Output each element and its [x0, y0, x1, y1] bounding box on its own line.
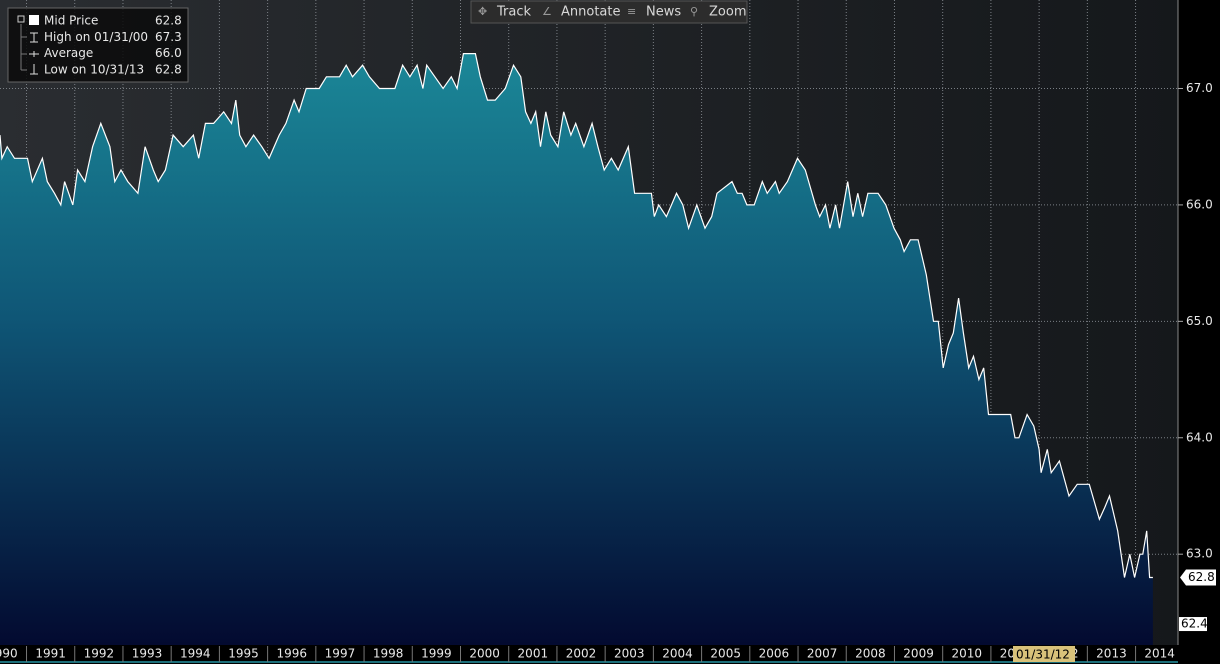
y-tick-label: 67.0: [1186, 81, 1213, 95]
toolbar-button[interactable]: Track: [496, 5, 531, 20]
x-tick-label: 2004: [662, 647, 693, 661]
series-swatch: [29, 15, 39, 25]
average-icon: [29, 51, 39, 57]
x-tick-label: 2014: [1144, 647, 1175, 661]
x-tick-label: 1996: [276, 647, 307, 661]
x-tick-label: 2003: [614, 647, 645, 661]
tree-lines: [20, 24, 27, 71]
toolbar-button[interactable]: Zoom: [709, 5, 746, 20]
y-axis-bar: [1178, 0, 1220, 664]
legend-label: High on 01/31/00: [44, 30, 148, 44]
x-tick-label: 2002: [566, 647, 597, 661]
toolbar-frame: [470, 0, 748, 24]
y-tick-label: 64.0: [1186, 430, 1213, 444]
legend-value: 62.8: [155, 62, 182, 76]
crosshair-box: [1013, 646, 1075, 662]
toolbar-button[interactable]: News: [646, 5, 681, 20]
toolbar-icon: ≡: [627, 5, 636, 18]
x-tick-label: 1991: [35, 647, 66, 661]
area-fill: [0, 53, 1153, 645]
price-line: [0, 53, 1153, 579]
toolbar-button[interactable]: Annotate: [561, 5, 620, 20]
legend-label: Average: [44, 46, 93, 60]
x-tick-label: 2000: [469, 647, 500, 661]
toolbar-icon: ⚲: [690, 5, 698, 18]
x-tick-label: 1999: [421, 647, 452, 661]
x-tick-label: 1994: [180, 647, 211, 661]
high-icon: [30, 32, 38, 43]
x-tick-label: 1992: [84, 647, 115, 661]
x-tick-label: 2009: [903, 647, 934, 661]
x-tick-label: 1993: [132, 647, 163, 661]
toolbar-icon: ✥: [478, 5, 487, 18]
legend-label: Low on 10/31/13: [44, 62, 144, 76]
x-tick-label: 1998: [373, 647, 404, 661]
x-tick-label: 2008: [855, 647, 886, 661]
axis-low-box: [1179, 617, 1207, 632]
y-tick-label: 66.0: [1186, 197, 1213, 211]
last-value-label: 62.8: [1188, 570, 1215, 584]
legend-value: 62.8: [155, 14, 182, 28]
legend-value: 66.0: [155, 46, 182, 60]
x-tick-label: 1997: [325, 647, 356, 661]
x-tick-label: 2001: [518, 647, 549, 661]
toolbar: ✥ Track ∠ Annotate ≡ News ⚲ Zoom: [470, 0, 748, 24]
collapse-icon[interactable]: [17, 15, 25, 23]
y-tick-label: 63.0: [1186, 547, 1213, 561]
x-tick-label: 2006: [759, 647, 790, 661]
legend-label: Mid Price: [44, 14, 98, 28]
axis-low-label: 62.4: [1181, 617, 1208, 631]
legend-value: 67.3: [155, 30, 182, 44]
low-icon: [30, 64, 38, 75]
last-value-tag: [1180, 569, 1216, 586]
x-tick-label: 2005: [710, 647, 741, 661]
x-tick-label: 1995: [228, 647, 259, 661]
crosshair-label: 01/31/12: [1016, 648, 1070, 662]
x-tick-label: 1990: [0, 647, 18, 661]
x-axis-bar: [0, 645, 1220, 664]
legend: Mid Price 62.8 High on 01/31/00 67.3 Average…: [7, 7, 189, 83]
y-tick-label: 65.0: [1186, 314, 1213, 328]
x-tick-label: 2007: [807, 647, 838, 661]
x-tick-label: 2010: [952, 647, 983, 661]
toolbar-icon: ∠: [542, 5, 552, 18]
x-tick-label: 2013: [1096, 647, 1127, 661]
